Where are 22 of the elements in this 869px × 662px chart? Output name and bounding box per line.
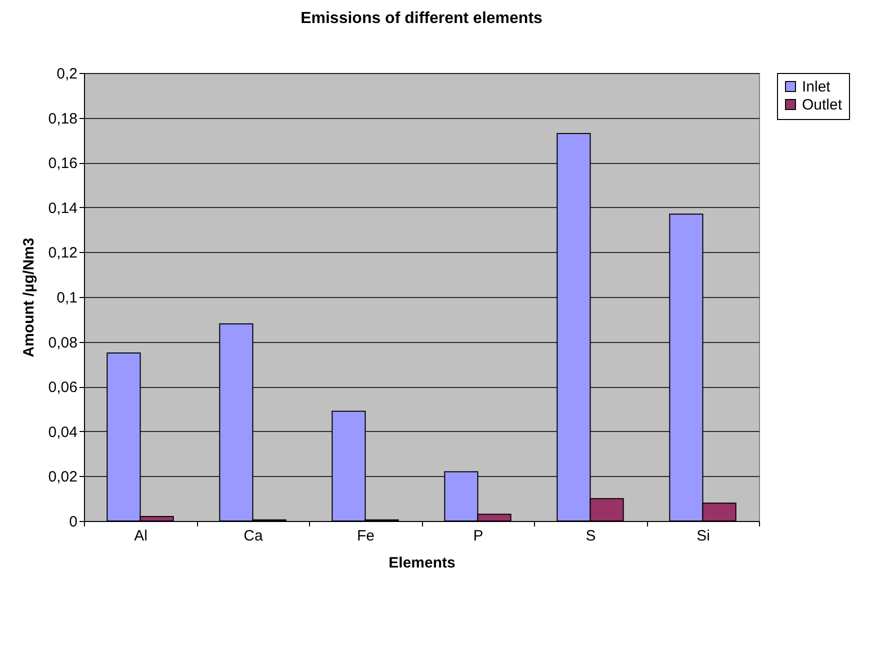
y-tick-label: 0,14 (48, 200, 78, 217)
x-tick-label: Si (696, 528, 710, 544)
x-axis-title: Elements (388, 554, 456, 572)
legend-label: Inlet (802, 78, 832, 96)
y-tick-label: 0,12 (48, 244, 78, 262)
x-tick-label: Fe (356, 528, 375, 544)
y-tick-label: 0,06 (48, 379, 78, 396)
x-tick-label: P (473, 528, 484, 544)
y-tick-label: 0,16 (48, 155, 78, 172)
y-tick-label: 0 (69, 514, 78, 530)
y-tick-label: 0,1 (56, 290, 78, 306)
x-tick-label: Ca (244, 528, 264, 544)
y-tick-label: 0,18 (48, 110, 78, 128)
y-tick-label: 0,2 (56, 66, 78, 82)
y-axis-title: Amount /µg/Nm3 (20, 238, 38, 358)
y-tick-label: 0,02 (48, 468, 78, 486)
chart-title: Emissions of different elements (300, 10, 543, 27)
legend-label: Outlet (802, 96, 843, 114)
x-tick-label: Al (134, 528, 148, 544)
x-tick-label: S (586, 528, 596, 544)
y-tick-label: 0,08 (48, 334, 78, 352)
y-tick-label: 0,04 (48, 424, 78, 441)
